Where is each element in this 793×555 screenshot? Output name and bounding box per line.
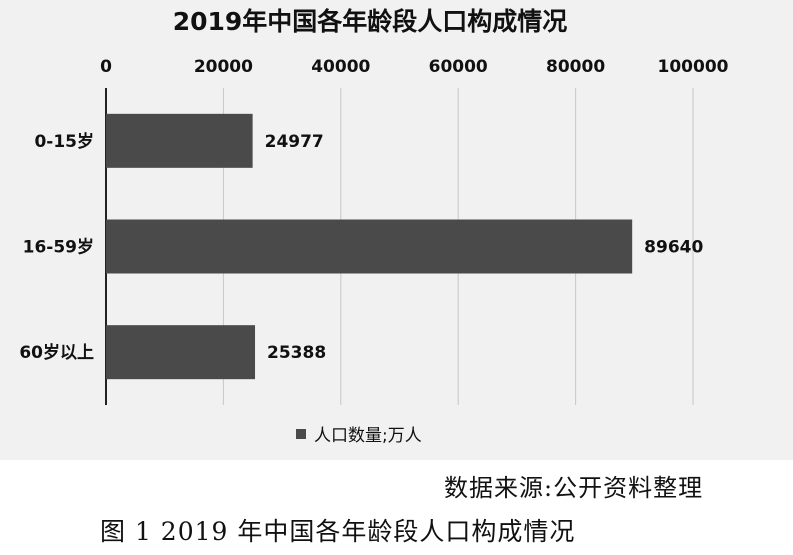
data-label: 89640	[644, 238, 703, 258]
category-label: 0-15岁	[34, 131, 94, 152]
legend-label: 人口数量;万人	[314, 426, 422, 446]
figure-caption: 图 1 2019 年中国各年龄段人口构成情况	[100, 517, 576, 546]
x-tick-label: 0	[100, 57, 112, 77]
data-label: 25388	[267, 343, 326, 363]
legend: 人口数量;万人	[296, 421, 422, 446]
chart-panel: 2019年中国各年龄段人口构成情况 0 20000 40000 60000 80000 1…	[0, 0, 793, 460]
x-tick-label: 60000	[429, 57, 488, 77]
x-tick-label: 40000	[311, 57, 370, 77]
chart-title: 2019年中国各年龄段人口构成情况	[172, 7, 568, 36]
bar-chart: 0 20000 40000 60000 80000 100000 0-15岁 24977 16-…	[19, 57, 729, 405]
data-label: 24977	[265, 132, 324, 152]
category-label: 60岁以上	[19, 342, 94, 363]
x-tick-label: 100000	[658, 57, 729, 77]
x-tick-label: 20000	[194, 57, 253, 77]
x-tick-label: 80000	[546, 57, 605, 77]
bar	[106, 219, 633, 274]
source-note: 数据来源:公开资料整理	[444, 474, 704, 502]
legend-swatch	[296, 428, 306, 439]
category-label: 16-59岁	[23, 237, 94, 258]
bar	[106, 113, 253, 168]
bar	[106, 325, 256, 380]
